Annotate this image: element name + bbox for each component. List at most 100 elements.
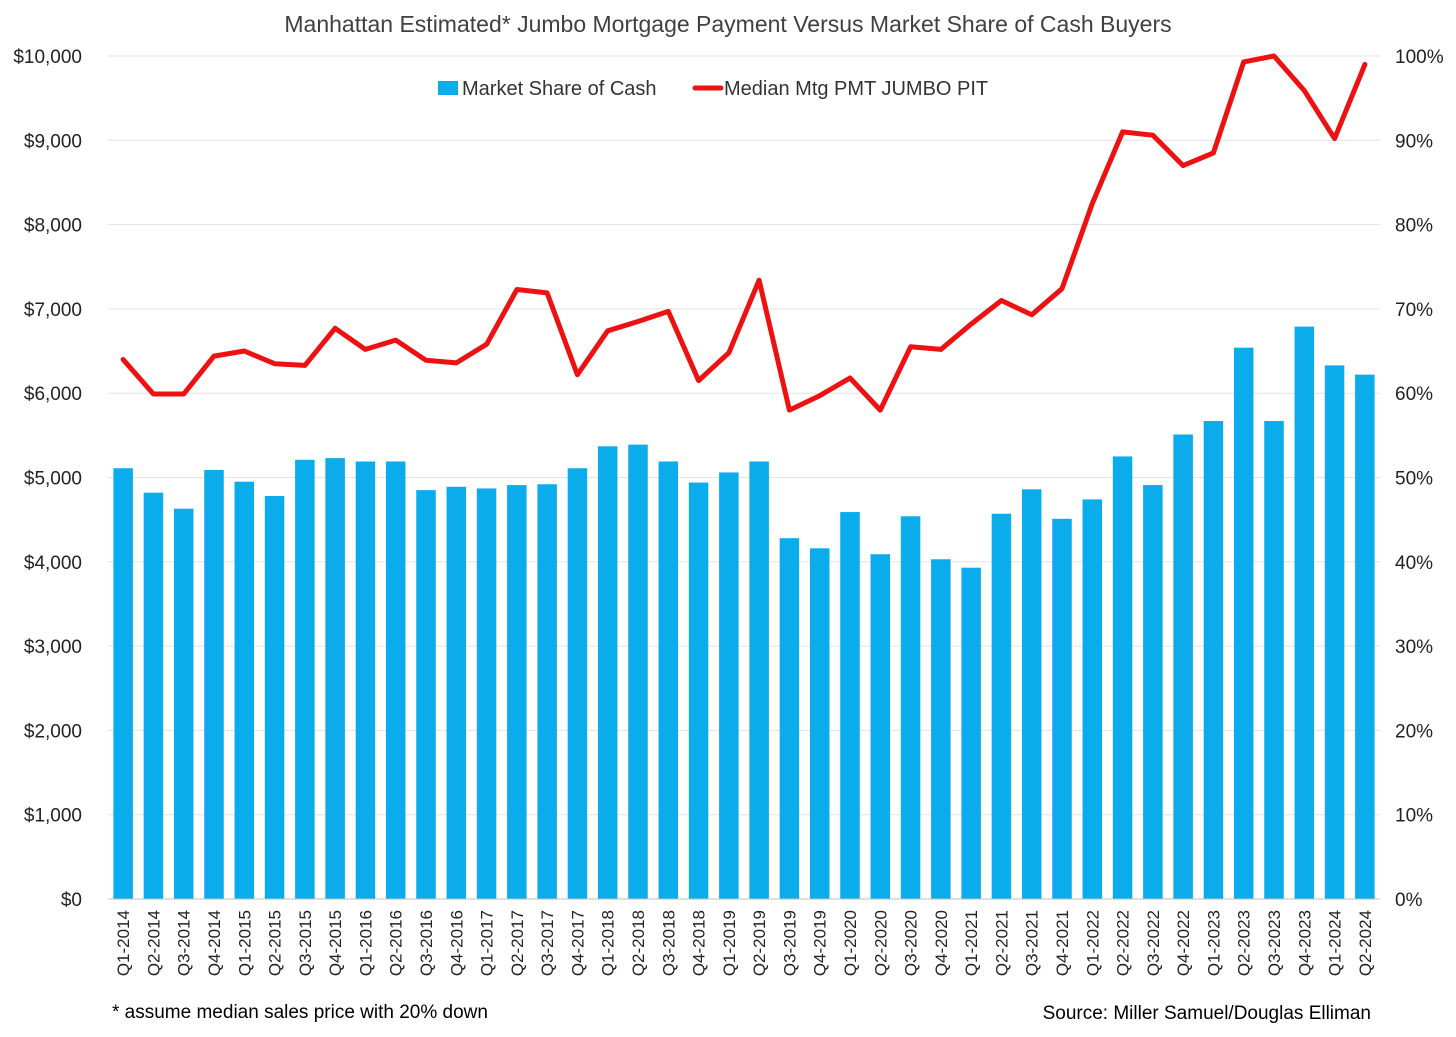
y-axis-left: $0 $1,000 $2,000 $3,000 $4,000 $5,000 $6,000 $7… [13, 47, 82, 911]
x-tick-label: Q1-2018 [599, 910, 618, 976]
bar-Q2-2014 [143, 492, 164, 899]
bar-Q1-2022 [1082, 499, 1103, 899]
y-right-tick-label: 70% [1395, 300, 1433, 321]
bar-Q3-2018 [658, 461, 679, 899]
y-left-tick-label: $8,000 [24, 216, 82, 237]
x-tick-label: Q2-2024 [1356, 910, 1375, 976]
bar-Q4-2017 [567, 468, 588, 899]
x-tick-label: Q4-2017 [568, 910, 587, 976]
y-left-tick-label: $1,000 [24, 806, 82, 827]
x-tick-label: Q3-2023 [1265, 910, 1284, 976]
bar-Q4-2022 [1173, 434, 1193, 899]
line-series [120, 53, 1368, 413]
chart-title: Manhattan Estimated* Jumbo Mortgage Paym… [284, 11, 1171, 37]
bar-Q3-2019 [779, 538, 800, 899]
x-tick-label: Q3-2017 [538, 910, 557, 976]
bar-Q2-2015 [264, 496, 285, 899]
bar-Q1-2019 [719, 472, 739, 899]
bar-series [113, 326, 1375, 900]
x-tick-label: Q2-2018 [629, 910, 648, 976]
legend-label-mtg-pmt: Median Mtg PMT JUMBO PIT [724, 78, 988, 100]
y-left-tick-label: $4,000 [24, 553, 82, 574]
y-left-tick-label: $0 [61, 890, 82, 911]
x-tick-label: Q4-2019 [811, 910, 830, 976]
x-tick-label: Q4-2021 [1053, 910, 1072, 976]
legend: Market Share of Cash Median Mtg PMT JUMB… [438, 78, 988, 100]
x-axis: Q1-2014 Q2-2014 Q3-2014 Q4-2014 Q1-2015 Q2-20… [114, 910, 1375, 976]
y-right-tick-label: 90% [1395, 131, 1433, 152]
y-axis-right: 0% 10% 20% 30% 40% 50% 60% 70% 80% 90% 100% [1395, 47, 1444, 911]
bar-Q1-2024 [1324, 365, 1345, 900]
y-left-tick-label: $2,000 [24, 721, 82, 742]
bar-Q1-2023 [1203, 421, 1224, 899]
source-note: Source: Miller Samuel/Douglas Elliman [1043, 1003, 1371, 1024]
x-tick-label: Q1-2016 [356, 910, 375, 976]
bar-Q3-2016 [416, 490, 436, 899]
bar-Q3-2020 [900, 516, 921, 899]
y-right-tick-label: 100% [1395, 47, 1444, 68]
bar-Q2-2022 [1112, 456, 1133, 899]
x-tick-label: Q1-2014 [114, 910, 133, 976]
y-left-tick-label: $3,000 [24, 637, 82, 658]
bar-Q4-2016 [446, 486, 467, 899]
x-tick-label: Q3-2014 [175, 910, 194, 976]
bar-Q1-2021 [961, 567, 981, 899]
gridlines [108, 55, 1380, 816]
bar-Q1-2018 [597, 446, 618, 899]
bar-Q4-2018 [688, 482, 709, 899]
y-left-tick-label: $9,000 [24, 131, 82, 152]
x-tick-label: Q2-2017 [508, 910, 527, 976]
bar-Q4-2015 [325, 458, 345, 899]
line-mtg-pmt [120, 53, 1368, 413]
x-tick-label: Q3-2018 [659, 910, 678, 976]
y-right-tick-label: 0% [1395, 890, 1423, 911]
bar-Q2-2017 [507, 485, 527, 899]
legend-swatch-market-share [438, 81, 458, 95]
bar-Q2-2019 [749, 461, 769, 899]
y-left-tick-label: $6,000 [24, 384, 82, 405]
x-tick-label: Q2-2021 [992, 910, 1011, 976]
bar-Q1-2017 [476, 488, 497, 899]
bar-Q4-2023 [1294, 326, 1315, 899]
x-tick-label: Q2-2015 [266, 910, 285, 976]
x-tick-label: Q3-2019 [780, 910, 799, 976]
y-left-tick-label: $5,000 [24, 469, 82, 490]
x-tick-label: Q4-2015 [326, 910, 345, 976]
bar-Q4-2020 [931, 559, 951, 899]
bar-Q3-2023 [1264, 421, 1284, 899]
x-tick-label: Q2-2019 [750, 910, 769, 976]
y-right-tick-label: 80% [1395, 216, 1433, 237]
x-tick-label: Q1-2022 [1083, 910, 1102, 976]
x-tick-label: Q1-2015 [235, 910, 254, 976]
x-tick-label: Q2-2020 [871, 910, 890, 976]
x-tick-label: Q1-2017 [478, 910, 497, 976]
bar-Q2-2024 [1355, 374, 1375, 899]
bar-Q2-2016 [385, 461, 406, 899]
bar-Q2-2023 [1233, 347, 1254, 900]
x-tick-label: Q4-2016 [447, 910, 466, 976]
bar-Q3-2014 [173, 508, 194, 899]
x-tick-label: Q1-2023 [1204, 910, 1223, 976]
x-tick-label: Q1-2019 [720, 910, 739, 976]
bar-Q1-2015 [234, 481, 255, 899]
y-left-tick-label: $10,000 [13, 47, 82, 68]
x-tick-label: Q4-2020 [932, 910, 951, 976]
bar-Q4-2014 [204, 469, 224, 899]
bar-Q1-2014 [113, 468, 133, 899]
x-tick-label: Q1-2021 [962, 910, 981, 976]
x-tick-label: Q2-2022 [1114, 910, 1133, 976]
bar-Q4-2019 [809, 548, 830, 899]
y-right-tick-label: 10% [1395, 806, 1433, 827]
y-right-tick-label: 30% [1395, 637, 1433, 658]
x-tick-label: Q2-2023 [1235, 910, 1254, 976]
y-right-tick-label: 20% [1395, 721, 1433, 742]
bar-Q3-2021 [1021, 489, 1042, 899]
x-tick-label: Q4-2022 [1174, 910, 1193, 976]
bar-Q2-2018 [628, 444, 648, 899]
bar-Q2-2020 [870, 554, 891, 899]
footnote: * assume median sales price with 20% dow… [112, 1002, 488, 1023]
bar-Q2-2021 [991, 513, 1012, 899]
x-tick-label: Q2-2016 [387, 910, 406, 976]
x-tick-label: Q4-2023 [1295, 910, 1314, 976]
